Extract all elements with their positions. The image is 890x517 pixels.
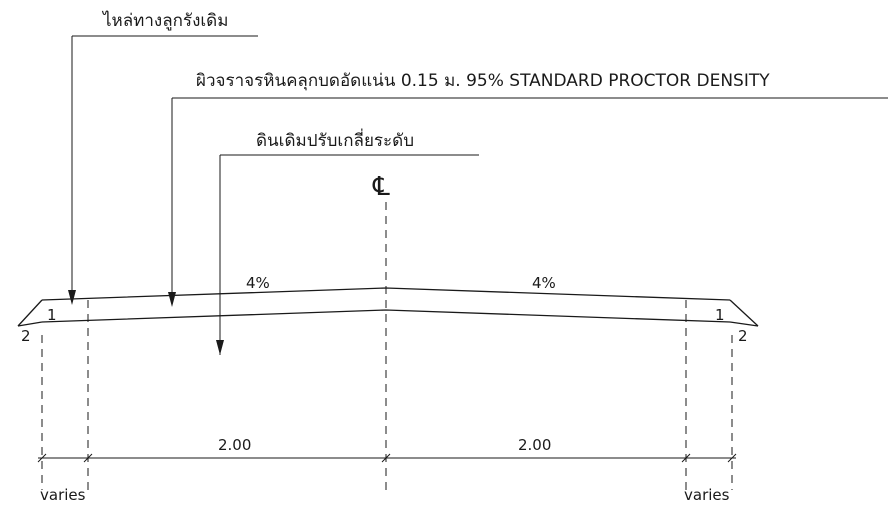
centerline-symbol: ℄ (372, 172, 390, 202)
surface-leader: ผิวจราจรหินคลุกบดอัดแน่น 0.15 ม. 95% STA… (168, 71, 888, 307)
extension-lines (41, 300, 733, 490)
right-width-label: 2.00 (518, 436, 551, 454)
centerline: ℄ (372, 172, 390, 495)
right-crossfall-label: 4% (532, 274, 556, 292)
right-slope-vertical: 1 (715, 306, 725, 324)
dimension-line (37, 453, 737, 463)
subgrade-label: ดินเดิมปรับเกลี่ยระดับ (256, 128, 414, 151)
right-shoulder-label: varies (684, 486, 730, 504)
left-width-label: 2.00 (218, 436, 251, 454)
left-shoulder-label: varies (40, 486, 86, 504)
shoulder-label: ไหล่ทางลูกรังเดิม (101, 10, 228, 31)
shoulder-leader: ไหล่ทางลูกรังเดิม (68, 10, 258, 305)
subgrade-leader: ดินเดิมปรับเกลี่ยระดับ (216, 128, 479, 355)
surface-label: ผิวจราจรหินคลุกบดอัดแน่น 0.15 ม. 95% STA… (196, 71, 770, 91)
left-slope-horizontal: 2 (21, 327, 31, 345)
left-slope-vertical: 1 (47, 306, 57, 324)
left-crossfall-label: 4% (246, 274, 270, 292)
road-section (17, 287, 759, 327)
right-slope-horizontal: 2 (738, 327, 748, 345)
